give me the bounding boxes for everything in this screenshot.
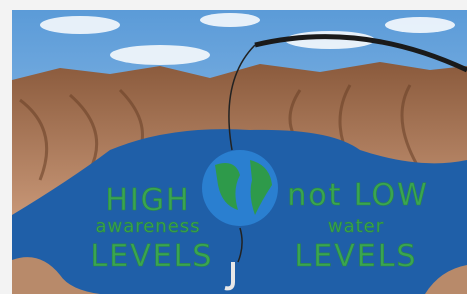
text: awareness (95, 216, 200, 237)
painting: HIGH awareness LEVELS not LOW water LEVE… (0, 0, 467, 294)
text: LEVELS (295, 239, 418, 274)
text: water (328, 216, 384, 237)
text: not LOW (287, 178, 429, 213)
text: LEVELS (91, 239, 214, 274)
text: HIGH (105, 183, 190, 218)
